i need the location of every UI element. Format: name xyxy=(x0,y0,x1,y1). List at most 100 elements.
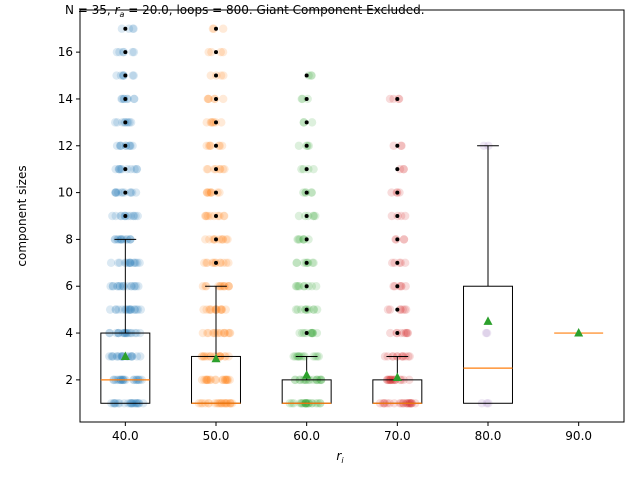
flier-point xyxy=(123,96,128,101)
strip-point xyxy=(204,141,214,150)
strip-point xyxy=(217,141,227,150)
strip-point xyxy=(125,141,134,150)
strip-point xyxy=(117,305,127,314)
strip-point xyxy=(112,352,122,361)
strip-point xyxy=(206,211,215,221)
strip-point xyxy=(117,94,127,104)
strip-point xyxy=(114,305,123,314)
chart-title: N = 35, ra = 20.0, loops = 800. Giant Co… xyxy=(65,3,425,19)
strip-point xyxy=(295,282,304,291)
strip-point xyxy=(110,188,120,197)
strip-point xyxy=(125,305,135,314)
strip-point xyxy=(117,94,126,104)
strip-point xyxy=(114,164,123,174)
strip-point xyxy=(131,188,141,197)
strip-point xyxy=(312,328,322,338)
strip-point xyxy=(201,211,211,221)
strip-point xyxy=(396,305,405,314)
strip-point xyxy=(404,352,413,361)
strip-point xyxy=(200,258,209,268)
flier-point xyxy=(123,143,128,148)
strip-point xyxy=(113,282,122,291)
flier-point xyxy=(395,143,400,148)
strip-point xyxy=(126,305,136,314)
strip-point xyxy=(216,305,226,314)
strip-point xyxy=(202,211,211,221)
strip-point xyxy=(108,352,118,361)
strip-point xyxy=(299,118,308,127)
strip-point xyxy=(200,375,209,385)
strip-point xyxy=(295,235,304,244)
strip-point xyxy=(105,305,115,314)
strip-point xyxy=(108,282,118,291)
strip-point xyxy=(220,328,229,338)
strip-point xyxy=(127,352,136,361)
strip-point xyxy=(405,352,414,361)
y-tick-label: 10 xyxy=(58,186,73,200)
strip-point xyxy=(218,235,228,244)
strip-point xyxy=(299,282,309,291)
strip-point xyxy=(208,118,217,127)
strip-point xyxy=(389,94,398,104)
flier-point xyxy=(395,284,400,289)
strip-point xyxy=(111,305,120,314)
flier-point xyxy=(395,214,400,218)
strip-point xyxy=(309,305,319,314)
strip-point xyxy=(129,71,138,80)
strip-point xyxy=(209,258,218,268)
strip-point xyxy=(481,328,491,338)
strip-point xyxy=(204,328,213,338)
strip-point xyxy=(130,282,139,291)
flier-point xyxy=(214,167,218,172)
strip-point xyxy=(396,211,406,221)
strip-point xyxy=(204,375,213,385)
strip-point xyxy=(221,235,231,244)
strip-point xyxy=(307,328,316,338)
strip-point xyxy=(204,94,213,104)
strip-point xyxy=(121,305,131,314)
strip-point xyxy=(125,118,134,127)
strip-point xyxy=(118,188,127,197)
strip-point xyxy=(209,118,218,127)
strip-point xyxy=(390,282,399,291)
x-axis-label: ri xyxy=(336,449,344,465)
strip-point xyxy=(298,328,307,338)
strip-point xyxy=(206,141,215,150)
strip-point xyxy=(217,305,226,314)
strip-point xyxy=(198,282,208,291)
strip-point xyxy=(202,118,211,127)
flier-point xyxy=(395,167,400,172)
strip-point xyxy=(131,282,141,291)
strip-point xyxy=(309,305,318,314)
strip-point xyxy=(292,258,302,268)
flier-point xyxy=(304,120,309,125)
strip-point xyxy=(129,94,139,104)
strip-point xyxy=(399,164,408,174)
flier-point xyxy=(214,143,218,148)
strip-point xyxy=(380,352,390,361)
strip-point xyxy=(307,282,317,291)
strip-point xyxy=(306,328,315,338)
strip-point xyxy=(482,328,492,338)
y-tick-label: 2 xyxy=(65,373,73,387)
box-plot-layer xyxy=(100,26,604,404)
mean-marker xyxy=(302,370,312,379)
strip-point xyxy=(218,24,228,33)
strip-point xyxy=(396,282,406,291)
strip-point xyxy=(132,352,142,361)
strip-point xyxy=(222,258,231,268)
strip-point xyxy=(307,118,317,127)
strip-point xyxy=(115,141,125,150)
strip-point xyxy=(197,375,207,385)
strip-point xyxy=(130,282,139,291)
box xyxy=(100,332,151,404)
flier-point xyxy=(214,120,218,125)
strip-point xyxy=(221,305,230,314)
strip-point xyxy=(126,141,135,150)
strip-point xyxy=(299,235,309,244)
flier-point xyxy=(304,96,309,101)
strip-point xyxy=(216,305,226,314)
strip-point xyxy=(218,47,228,57)
strip-point xyxy=(116,211,125,221)
flier-point xyxy=(304,214,309,218)
